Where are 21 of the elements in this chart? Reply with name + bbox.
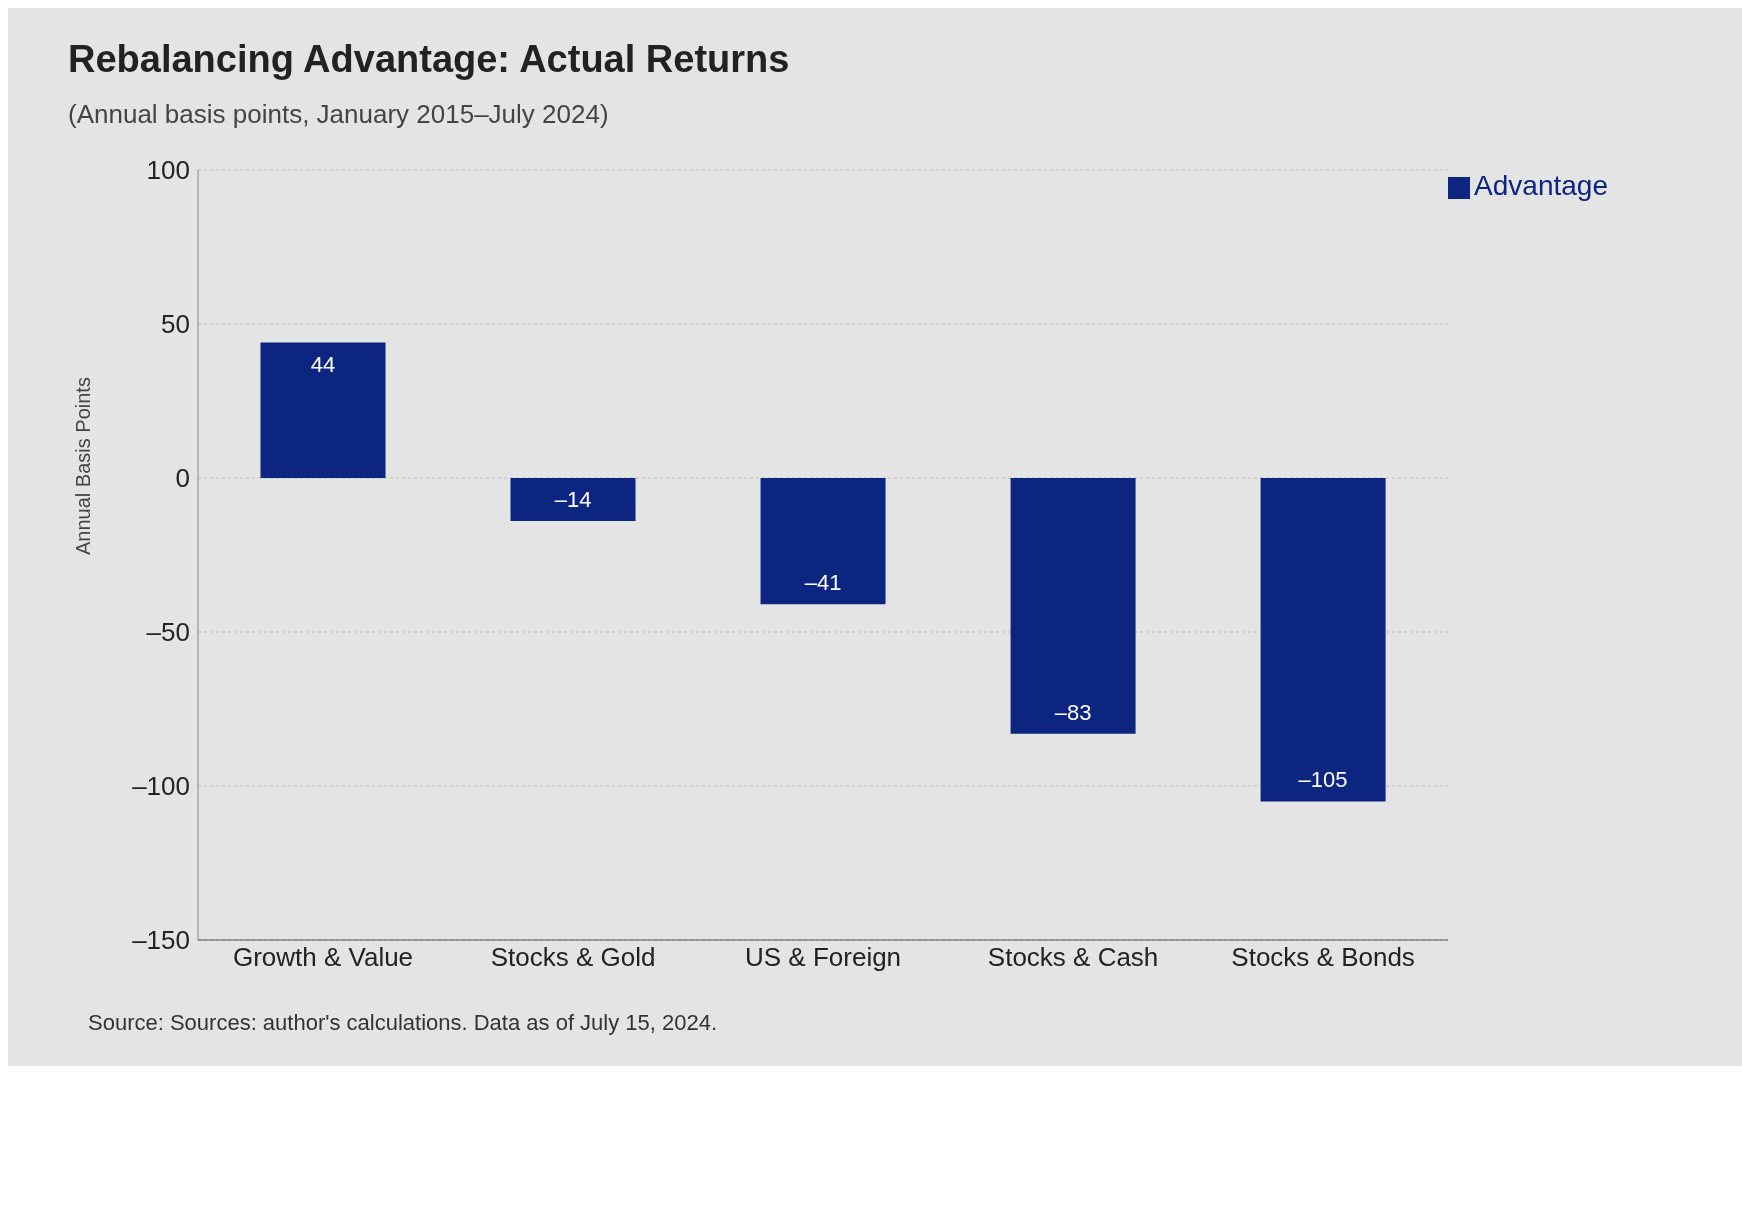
y-tick-label: 50: [161, 309, 190, 340]
legend-label: Advantage: [1474, 170, 1608, 201]
chart-subtitle: (Annual basis points, January 2015–July 2024): [68, 99, 610, 130]
y-tick-label: –100: [132, 771, 190, 802]
text: –83: [1054, 699, 1092, 725]
text: –41: [804, 570, 842, 596]
x-tick-label: Growth & Value: [232, 942, 414, 973]
text: –105: [1298, 767, 1348, 793]
text: 44: [310, 352, 336, 378]
y-tick-label: –50: [146, 617, 190, 648]
x-tick-label: Stocks & Cash: [987, 942, 1159, 973]
x-tick-label: Stocks & Bonds: [1231, 942, 1415, 973]
x-tick-label: Stocks & Gold: [490, 942, 656, 973]
y-tick-label: 100: [146, 155, 190, 186]
chart-title: Rebalancing Advantage: Actual Returns: [68, 38, 791, 81]
source-note: Source: Sources: author's calculations. Data as of July 15, 2024.: [88, 1010, 719, 1036]
y-axis-title: Annual Basis Points: [72, 377, 95, 555]
y-tick-label: –150: [132, 925, 190, 956]
x-tick-label: US & Foreign: [745, 942, 902, 973]
text: –14: [554, 487, 592, 513]
y-tick-label: 0: [175, 463, 190, 494]
